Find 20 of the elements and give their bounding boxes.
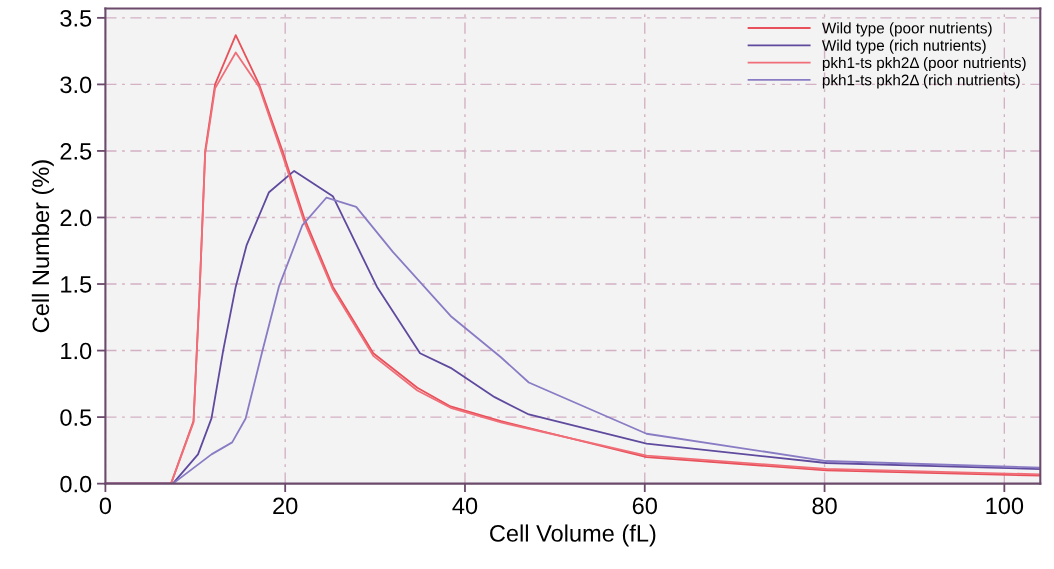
x-tick-label: 20	[273, 497, 298, 515]
legend-label: pkh1-ts pkh2Δ (poor nutrients)	[822, 56, 1026, 72]
y-tick-label: 3.5	[60, 9, 92, 27]
y-tick-label: 1.0	[61, 342, 92, 360]
legend-label: Wild type (rich nutrients)	[821, 39, 986, 54]
y-tick-label: 3.0	[60, 76, 92, 94]
y-tick-label: 2.5	[60, 143, 92, 160]
x-tick-label: 40	[452, 497, 478, 515]
legend-label: pkh1-ts pkh2Δ (rich nutrients)	[822, 74, 1020, 89]
y-axis-title: Cell Number (%)	[31, 160, 54, 333]
y-tick-label: 2.0	[60, 209, 92, 227]
y-tick-label: 0.0	[60, 475, 92, 493]
x-tick-label: 100	[986, 497, 1024, 515]
x-tick-label: 0	[99, 497, 112, 515]
x-axis-title: Cell Volume (fL)	[490, 524, 656, 547]
x-tick-label: 60	[632, 497, 657, 515]
x-tick-label: 80	[812, 497, 837, 515]
y-tick-label: 0.5	[60, 409, 92, 426]
legend-label: Wild type (poor nutrients)	[821, 22, 992, 37]
y-tick-label: 1.5	[61, 276, 92, 293]
